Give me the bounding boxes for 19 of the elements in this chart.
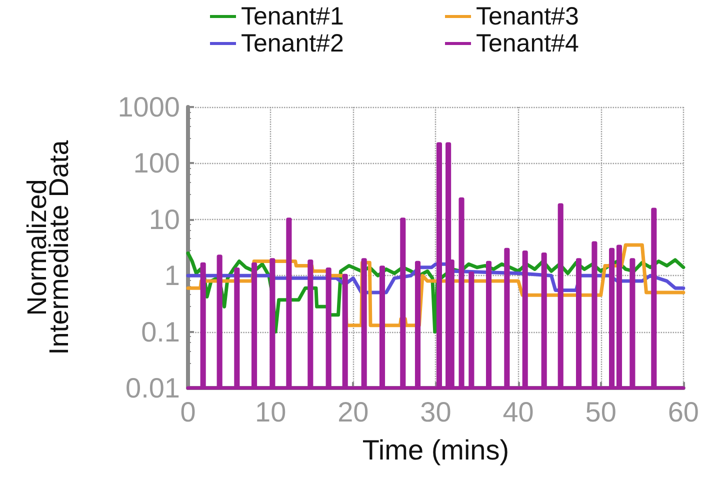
y-tick-label: 0.1: [141, 316, 180, 348]
x-tick-label: 20: [338, 396, 369, 428]
legend-label: Tenant#1: [241, 2, 344, 30]
y-axis-title: Normalized Intermediate Data: [22, 139, 74, 355]
legend-label: Tenant#2: [241, 30, 344, 58]
y-tick-label: 1: [164, 260, 180, 292]
x-tick-label: 0: [180, 396, 196, 428]
y-tick-label: 1000: [118, 92, 180, 122]
y-tick-label: 0.01: [126, 372, 180, 404]
y-tick-label: 10: [148, 204, 180, 235]
y-tick-label: 100: [133, 148, 180, 179]
legend-label: Tenant#3: [476, 2, 579, 30]
legend-label: Tenant#4: [476, 30, 579, 58]
x-tick-label: 50: [585, 396, 616, 428]
x-tick-label: 30: [420, 396, 452, 428]
x-tick-label: 60: [668, 396, 700, 428]
x-tick-label: 10: [254, 396, 286, 428]
x-axis-title: Time (mins): [362, 434, 510, 466]
x-tick-label: 40: [502, 396, 534, 428]
